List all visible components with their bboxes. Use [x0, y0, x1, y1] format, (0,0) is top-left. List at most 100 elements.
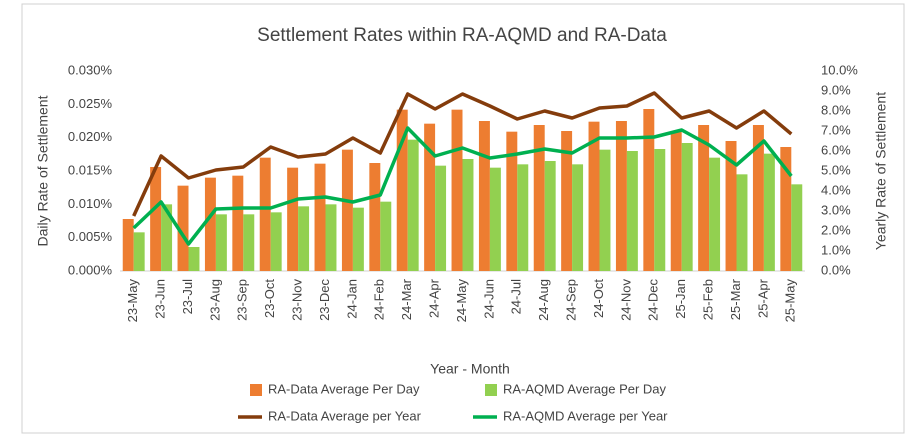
bar: [780, 147, 792, 271]
x-tick-label: 24-Apr: [427, 278, 442, 318]
bar: [698, 125, 710, 271]
y2-tick-label: 1.0%: [821, 242, 851, 257]
x-tick-label: 24-May: [454, 279, 469, 323]
x-axis-title: Year - Month: [430, 361, 510, 377]
y-tick-label: 0.030%: [68, 62, 113, 77]
y-tick-label: 0.010%: [68, 196, 113, 211]
bar: [681, 143, 693, 271]
bar: [709, 157, 721, 271]
x-tick-label: 23-Jun: [153, 279, 168, 319]
bar: [150, 167, 162, 271]
legend-label: RA-AQMD Average Per Day: [503, 381, 667, 396]
y-axis-title: Daily Rate of Settlement: [35, 95, 51, 246]
bar: [451, 109, 463, 272]
bar: [561, 131, 573, 271]
bar: [615, 121, 627, 271]
x-tick-label: 25-Feb: [701, 279, 716, 320]
y-tick-label: 0.005%: [68, 229, 113, 244]
y2-tick-label: 9.0%: [821, 82, 851, 97]
bar: [204, 177, 216, 271]
y2-tick-label: 10.0%: [821, 62, 858, 77]
legend-label: RA-Data Average per Year: [268, 408, 422, 423]
bar: [533, 125, 545, 271]
bar: [643, 109, 655, 271]
y-tick-label: 0.000%: [68, 262, 113, 277]
bar: [544, 161, 556, 271]
y2-axis-title: Yearly Rate of Settlement: [873, 92, 889, 250]
bar: [736, 174, 748, 271]
bar: [133, 232, 145, 271]
x-tick-label: 24-Aug: [536, 279, 551, 321]
bar: [763, 153, 775, 271]
bar: [161, 204, 173, 271]
x-tick-label: 23-Jul: [180, 279, 195, 315]
bar: [396, 109, 408, 272]
bar: [369, 163, 381, 271]
bar: [298, 206, 310, 271]
x-tick-label: 23-Dec: [317, 279, 332, 321]
bar: [435, 165, 447, 271]
x-tick-label: 25-Mar: [728, 278, 743, 320]
line: [132, 91, 793, 217]
bar: [489, 167, 501, 271]
x-tick-label: 25-Jan: [673, 279, 688, 319]
chart-title: Settlement Rates within RA-AQMD and RA-D…: [257, 25, 667, 46]
bar: [188, 247, 200, 271]
y-tick-label: 0.015%: [68, 162, 113, 177]
bar: [287, 167, 299, 271]
y-tick-label: 0.025%: [68, 96, 113, 111]
bar: [752, 125, 764, 271]
x-tick-label: 24-Mar: [399, 278, 414, 320]
x-tick-label: 24-Nov: [618, 279, 633, 321]
x-tick-label: 23-Nov: [290, 279, 305, 321]
bar: [791, 184, 803, 271]
x-tick-label: 25-May: [783, 279, 798, 323]
y-tick-label: 0.020%: [68, 129, 113, 144]
bar: [352, 207, 364, 271]
bar: [654, 149, 666, 271]
y2-tick-label: 5.0%: [821, 162, 851, 177]
x-tick-label: 24-Feb: [372, 279, 387, 320]
y2-tick-label: 3.0%: [821, 202, 851, 217]
bar: [599, 149, 611, 271]
bar: [325, 204, 337, 271]
bar: [626, 151, 638, 271]
y2-tick-label: 8.0%: [821, 102, 851, 117]
bar: [314, 163, 326, 271]
x-tick-label: 24-Jul: [509, 279, 524, 315]
legend-label: RA-Data Average Per Day: [268, 381, 420, 396]
y2-tick-label: 0.0%: [821, 262, 851, 277]
bar: [243, 214, 255, 271]
bar: [478, 121, 490, 271]
bar: [407, 139, 419, 271]
y2-tick-label: 6.0%: [821, 142, 851, 157]
x-tick-label: 25-Apr: [755, 278, 770, 318]
x-tick-label: 24-Jun: [481, 279, 496, 319]
legend-swatch: [250, 384, 262, 396]
bar: [572, 164, 584, 271]
bar: [424, 123, 436, 272]
bar: [462, 159, 474, 271]
x-tick-label: 23-Aug: [207, 279, 222, 321]
bar: [506, 131, 518, 271]
x-tick-label: 24-Sep: [564, 279, 579, 321]
line: [132, 126, 793, 246]
y2-tick-label: 2.0%: [821, 222, 851, 237]
bar: [725, 141, 737, 271]
bar: [177, 185, 189, 271]
y2-tick-label: 4.0%: [821, 182, 851, 197]
bar: [588, 121, 600, 272]
bar: [517, 164, 529, 271]
bar: [670, 131, 682, 271]
bar: [380, 201, 392, 271]
bar: [122, 219, 134, 271]
bar: [270, 212, 282, 271]
x-tick-label: 23-Sep: [235, 279, 250, 321]
legend-swatch: [485, 384, 497, 396]
legend-label: RA-AQMD Average per Year: [503, 408, 668, 423]
bar: [232, 175, 244, 271]
x-tick-label: 23-Oct: [262, 279, 277, 318]
x-tick-label: 24-Oct: [591, 279, 606, 318]
bar: [259, 157, 271, 271]
